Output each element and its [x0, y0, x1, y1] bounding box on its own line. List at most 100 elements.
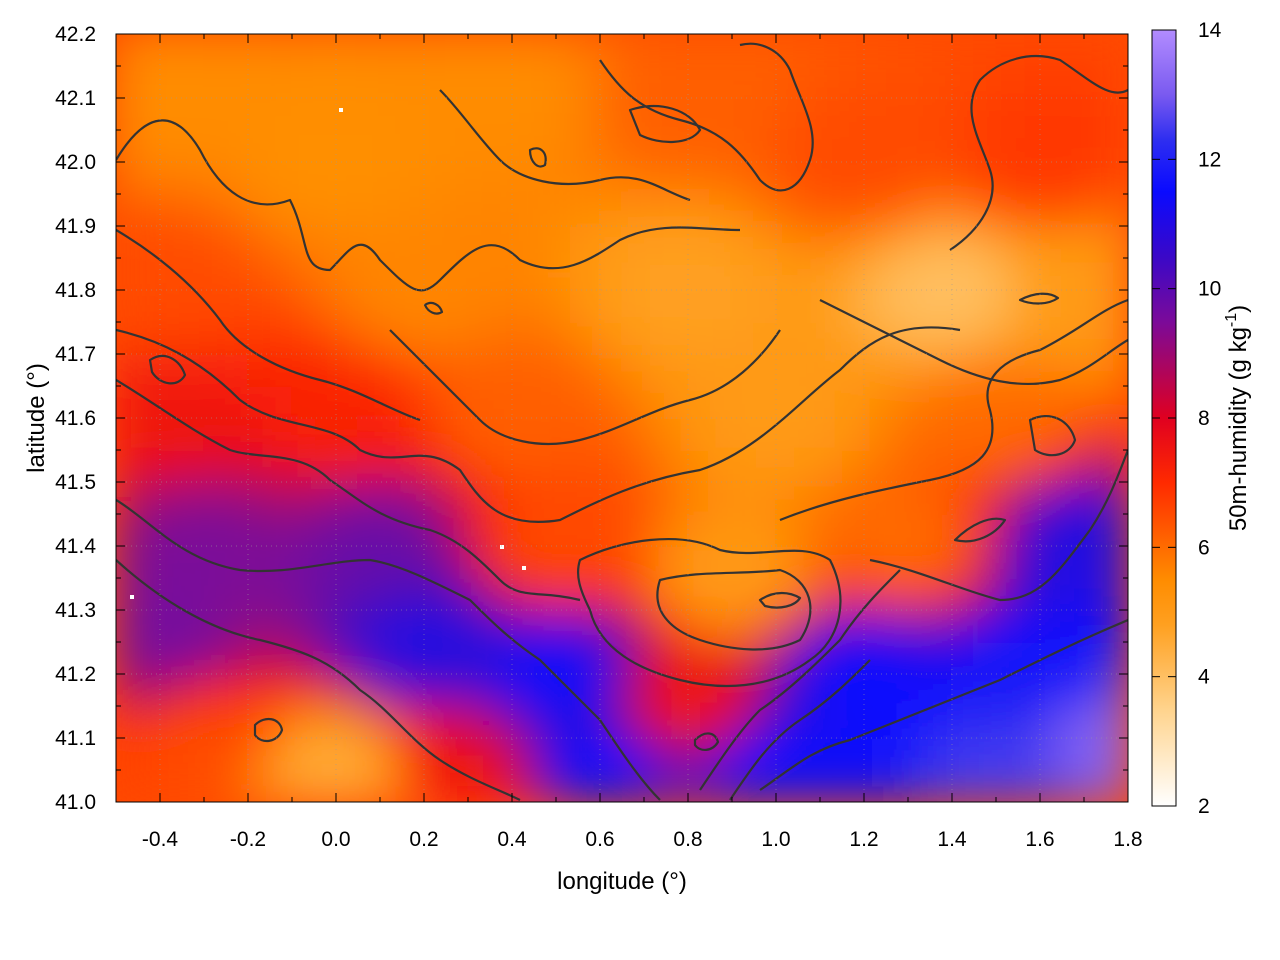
field-cell — [203, 321, 227, 355]
y-tick-label: 41.1 — [55, 727, 96, 750]
field-cell — [863, 225, 887, 259]
field-cell — [687, 577, 711, 611]
field-cell — [137, 417, 161, 451]
field-cell — [599, 65, 623, 99]
field-cell — [665, 449, 689, 483]
field-cell — [731, 769, 755, 802]
field-cell — [335, 193, 359, 227]
field-cell — [753, 193, 777, 227]
field-cell — [511, 225, 535, 259]
field-cell — [181, 673, 205, 707]
field-cell — [357, 705, 381, 739]
field-cell — [709, 769, 733, 802]
field-cell — [357, 641, 381, 675]
field-cell — [116, 257, 139, 291]
field-cell — [1061, 161, 1085, 195]
field-cell — [511, 193, 535, 227]
field-cell — [753, 545, 777, 579]
field-cell — [181, 129, 205, 163]
field-cell — [709, 481, 733, 515]
field-cell — [1039, 97, 1063, 131]
field-cell — [445, 673, 469, 707]
field-cell — [665, 705, 689, 739]
field-cell — [269, 34, 293, 67]
field-cell — [159, 609, 183, 643]
field-cell — [1039, 193, 1063, 227]
field-cell — [885, 417, 909, 451]
field-cell — [489, 353, 513, 387]
field-cell — [357, 513, 381, 547]
field-cell — [1061, 65, 1085, 99]
field-cell — [489, 737, 513, 771]
field-cell — [753, 225, 777, 259]
field-cell — [1061, 641, 1085, 675]
field-cell — [313, 609, 337, 643]
field-cell — [467, 65, 491, 99]
field-cell — [225, 577, 249, 611]
field-cell — [137, 673, 161, 707]
field-cell — [907, 641, 931, 675]
field-cell — [203, 193, 227, 227]
field-cell — [1017, 385, 1041, 419]
field-cell — [225, 257, 249, 291]
field-cell — [533, 193, 557, 227]
field-cell — [181, 641, 205, 675]
field-cell — [907, 609, 931, 643]
field-cell — [137, 705, 161, 739]
field-cell — [863, 513, 887, 547]
contour-line — [729, 659, 871, 801]
field-cell — [357, 769, 381, 802]
field-cell — [907, 705, 931, 739]
field-cell — [379, 289, 403, 323]
field-cell — [225, 609, 249, 643]
field-cell — [951, 225, 975, 259]
field-cell — [577, 385, 601, 419]
field-cell — [116, 609, 139, 643]
y-axis: 41.0 41.1 41.2 41.3 41.4 41.5 41.6 41.7 41.8 41.9… — [55, 23, 1128, 814]
field-cell — [709, 193, 733, 227]
field-cell — [423, 161, 447, 195]
field-cell — [467, 34, 491, 67]
field-cell — [929, 577, 953, 611]
field-cell — [819, 65, 843, 99]
field-cell — [599, 129, 623, 163]
field-cell — [467, 513, 491, 547]
field-cell — [951, 161, 975, 195]
field-cell — [951, 321, 975, 355]
field-cell — [247, 289, 271, 323]
field-cell — [555, 641, 579, 675]
field-cell — [335, 161, 359, 195]
field-cell — [335, 609, 359, 643]
field-cell — [555, 449, 579, 483]
field-cell — [489, 673, 513, 707]
marker-dot — [522, 566, 526, 570]
field-cell — [863, 449, 887, 483]
field-cell — [335, 257, 359, 291]
field-cell — [621, 417, 645, 451]
field-cell — [863, 129, 887, 163]
field-cell — [753, 65, 777, 99]
field-cell — [203, 577, 227, 611]
field-cell — [116, 513, 139, 547]
field-cell — [379, 193, 403, 227]
field-cell — [379, 65, 403, 99]
field-cell — [401, 65, 425, 99]
field-cell — [577, 577, 601, 611]
contour-line — [699, 569, 901, 791]
field-cell — [665, 65, 689, 99]
field-cell — [116, 65, 139, 99]
field-cell — [621, 545, 645, 579]
field-cell — [577, 353, 601, 387]
field-cell — [247, 769, 271, 802]
field-cell — [621, 577, 645, 611]
field-cell — [159, 417, 183, 451]
field-cell — [116, 481, 139, 515]
field-cell — [907, 161, 931, 195]
field-cell — [643, 65, 667, 99]
field-cell — [907, 673, 931, 707]
field-cell — [445, 34, 469, 67]
field-cell — [1105, 705, 1128, 739]
field-cell — [731, 705, 755, 739]
field-cell — [555, 513, 579, 547]
field-cell — [951, 385, 975, 419]
